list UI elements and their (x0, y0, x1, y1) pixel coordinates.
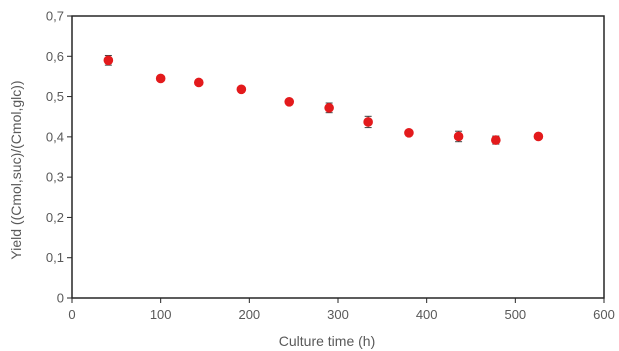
data-point (453, 131, 464, 142)
x-tick-label: 600 (593, 307, 615, 322)
x-axis-ticks: 0 100 200 300 400 500 600 (68, 298, 615, 322)
plot-frame (71, 15, 605, 299)
y-tick-label: 0,3 (46, 170, 64, 185)
y-tick-label: 0,1 (46, 250, 64, 265)
data-point (533, 131, 544, 142)
x-tick-label: 0 (68, 307, 75, 322)
y-tick-label: 0,5 (46, 89, 64, 104)
x-tick-label: 100 (150, 307, 172, 322)
data-point (491, 135, 501, 145)
x-axis-title: Culture time (h) (279, 333, 375, 349)
data-point (236, 84, 247, 95)
y-tick-label: 0,4 (46, 129, 64, 144)
y-tick-label: 0,7 (46, 9, 64, 24)
x-tick-label: 400 (416, 307, 438, 322)
x-tick-label: 500 (504, 307, 526, 322)
y-axis-ticks: 0 0,1 0,2 0,3 0,4 0,5 0,6 0,7 (46, 9, 72, 306)
y-tick-label: 0 (57, 291, 64, 306)
data-point (324, 103, 334, 113)
data-point (103, 55, 114, 66)
y-tick-label: 0,6 (46, 49, 64, 64)
x-tick-label: 300 (327, 307, 349, 322)
data-point (193, 77, 204, 88)
data-points (103, 54, 544, 145)
y-axis-title: Yield ((Cmol,suc)/(Cmol,glc)) (8, 80, 24, 259)
y-tick-label: 0,2 (46, 210, 64, 225)
data-point (284, 97, 295, 107)
x-tick-label: 200 (238, 307, 260, 322)
data-point (363, 117, 373, 127)
data-point (404, 128, 414, 138)
data-point (155, 73, 166, 84)
